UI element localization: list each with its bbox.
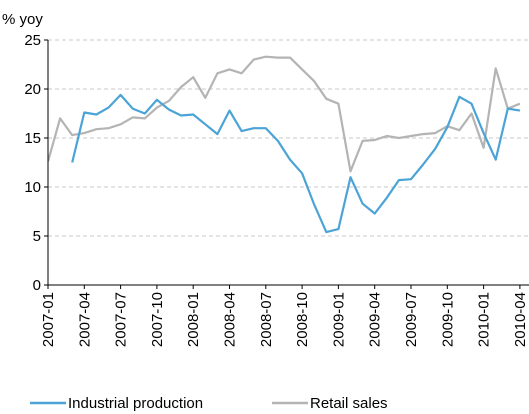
y-axis-label: % yoy	[2, 11, 43, 28]
lines	[48, 55, 521, 234]
x-tick-label: 2009-10	[439, 292, 456, 347]
y-tick-label: 25	[24, 32, 41, 49]
x-tick-label: 2009-01	[330, 292, 347, 347]
legend: Industrial production Retail sales	[30, 395, 388, 412]
x-tick-label: 2008-07	[258, 292, 275, 347]
y-tick-label: 5	[33, 228, 41, 245]
x-tick-label: 2008-01	[185, 292, 202, 347]
x-tick-label: 2010-04	[512, 292, 529, 347]
legend-label: Retail sales	[310, 395, 388, 412]
grid	[48, 39, 529, 237]
y-tick-label: 0	[33, 277, 41, 294]
axes: 0 5 10 15 20 25 2007-01 2007-04 2007-07 2007-10 20…	[24, 32, 529, 347]
x-tick-label: 2007-04	[76, 292, 93, 347]
x-tick-label: 2007-07	[113, 292, 130, 347]
x-tick-label: 2010-01	[476, 292, 493, 347]
x-tick-label: 2007-01	[40, 292, 57, 347]
series-line	[48, 55, 521, 173]
y-tick-label: 10	[24, 179, 41, 196]
y-tick-label: 20	[24, 81, 41, 98]
series-line	[71, 93, 521, 234]
x-tick-label: 2009-07	[403, 292, 420, 347]
x-tick-label: 2008-10	[294, 292, 311, 347]
x-tick-label: 2007-10	[149, 292, 166, 347]
legend-label: Industrial production	[68, 395, 203, 412]
y-tick-label: 15	[24, 130, 41, 147]
x-tick-label: 2008-04	[222, 292, 239, 347]
x-tick-label: 2009-04	[367, 292, 384, 347]
